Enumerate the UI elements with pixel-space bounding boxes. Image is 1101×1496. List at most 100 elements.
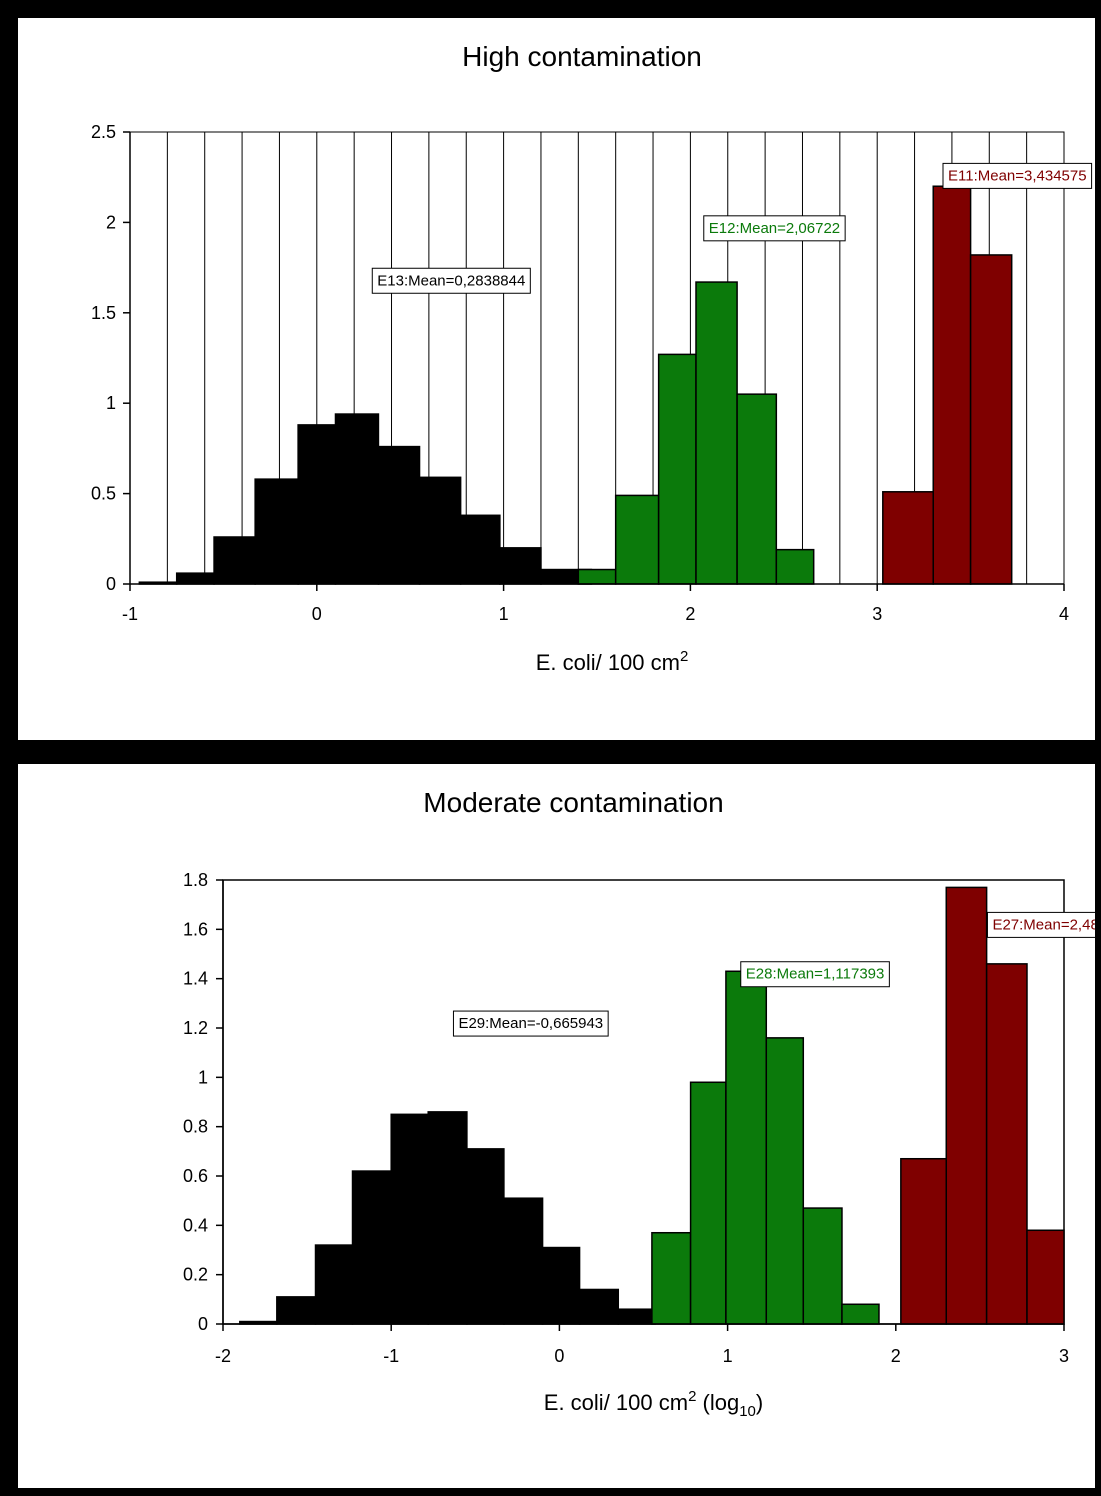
x-tick-label: 4 — [1059, 604, 1069, 624]
x-tick-label: 1 — [499, 604, 509, 624]
y-tick-label: 0.5 — [91, 484, 116, 504]
histogram-bar — [499, 547, 542, 585]
chart-moderate-contamination: Moderate contamination -2 -1 0 1 2 3 0 0.2 0.4 0.6… — [183, 787, 1095, 1420]
histogram-bar — [736, 393, 778, 585]
annotation-box — [452, 1010, 609, 1037]
histogram-bar — [459, 514, 501, 585]
series-e27 — [900, 886, 1065, 1325]
x-tick-label: 2 — [685, 604, 695, 624]
series-e11 — [882, 185, 1013, 585]
histogram-bar — [351, 1170, 392, 1325]
histogram-bar — [689, 1081, 727, 1325]
histogram-bar — [213, 536, 256, 585]
chart-title: High contamination — [462, 41, 702, 72]
histogram-bar — [775, 548, 815, 585]
histogram-bar — [254, 478, 299, 585]
histogram-bar — [1026, 1229, 1065, 1325]
histogram-bar — [466, 1148, 505, 1325]
annotation-box — [942, 162, 1093, 189]
annotation-text: E28:Mean=1,117393 — [746, 966, 885, 983]
chart-title: Moderate contamination — [423, 787, 723, 818]
histogram-bar — [841, 1303, 880, 1325]
x-tick-label: -1 — [383, 1346, 399, 1366]
series-e12 — [577, 281, 815, 585]
series-e28 — [651, 970, 880, 1325]
histogram-bar — [614, 494, 660, 585]
histogram-bar — [651, 1231, 692, 1325]
histogram-bar — [985, 963, 1028, 1325]
x-axis-label-main: E. coli/ 100 cm — [536, 650, 680, 675]
histogram-bar — [276, 1296, 317, 1325]
histogram-bar — [725, 970, 768, 1325]
x-tick-label: 2 — [891, 1346, 901, 1366]
histogram-bar — [175, 572, 215, 585]
histogram-bar — [695, 281, 738, 585]
y-tick-label: 0.8 — [183, 1117, 208, 1137]
y-tick-label: 1 — [106, 393, 116, 413]
y-tick-label: 0 — [198, 1314, 208, 1334]
annotation-box — [371, 267, 531, 294]
y-tick-label: 1.2 — [183, 1018, 208, 1038]
annotation-box — [986, 911, 1095, 938]
y-tick-label: 0.4 — [183, 1215, 208, 1235]
histogram-bar — [577, 568, 617, 585]
histogram-bar — [802, 1207, 843, 1325]
x-tick-label: 3 — [1059, 1346, 1069, 1366]
chart-panel-high: High contamination -1 0 1 2 3 4 0 0.5 1 1.5 2 2.5 E. … — [18, 18, 1095, 740]
y-tick-label: 2 — [106, 212, 116, 232]
histogram-bar — [765, 1037, 805, 1325]
x-tick-label: 0 — [554, 1346, 564, 1366]
y-tick-label: 2.5 — [91, 122, 116, 142]
x-axis-label-main: E. coli/ 100 cm — [544, 1390, 688, 1415]
annotation-e29: E29:Mean=-0,665943 — [452, 1010, 609, 1037]
chart-panel-moderate: Moderate contamination -2 -1 0 1 2 3 0 0.2 0.4 0.6… — [18, 764, 1095, 1488]
histogram-bar — [314, 1244, 354, 1325]
histogram-bar — [945, 886, 988, 1325]
y-tick-label: 1.6 — [183, 919, 208, 939]
annotation-text: E13:Mean=0,2838844 — [377, 272, 525, 289]
annotation-box — [740, 961, 890, 988]
annotation-e28: E28:Mean=1,117393 — [740, 961, 890, 988]
histogram-bar — [900, 1157, 948, 1325]
histogram-bar — [617, 1308, 657, 1325]
histogram-bar — [578, 1288, 620, 1325]
x-tick-label: -2 — [215, 1346, 231, 1366]
annotation-text: E27:Mean=2,484747 — [992, 916, 1095, 933]
y-tick-label: 0 — [106, 574, 116, 594]
annotation-box — [703, 215, 846, 242]
x-axis-label-sup: 2 — [688, 1388, 696, 1405]
x-axis-label-suffix: (log — [696, 1390, 739, 1415]
y-tick-label: 1.8 — [183, 870, 208, 890]
y-tick-label: 0.2 — [183, 1265, 208, 1285]
annotation-text: E12:Mean=2,06722 — [709, 220, 840, 237]
y-tick-label: 1 — [198, 1067, 208, 1087]
histogram-bar — [932, 185, 972, 585]
annotation-e13: E13:Mean=0,2838844 — [371, 267, 531, 294]
y-tick-label: 1.4 — [183, 969, 208, 989]
histogram-bar — [503, 1197, 544, 1325]
histogram-bar — [427, 1111, 468, 1325]
histogram-bar — [334, 413, 380, 585]
annotation-e27: E27:Mean=2,484747 — [986, 911, 1095, 938]
x-tick-label: 1 — [723, 1346, 733, 1366]
annotation-e12: E12:Mean=2,06722 — [703, 215, 846, 242]
annotation-text: E29:Mean=-0,665943 — [458, 1015, 603, 1032]
x-axis-label-sup: 2 — [680, 648, 688, 665]
histogram-bar — [377, 445, 421, 585]
histogram-bar — [390, 1113, 429, 1325]
histogram-bar — [882, 491, 934, 585]
chart-high-contamination: High contamination -1 0 1 2 3 4 0 0.5 1 1.5 2 2.5 E. … — [91, 41, 1093, 675]
x-tick-label: -1 — [122, 604, 138, 624]
x-axis-label-suffix-end: ) — [756, 1390, 763, 1415]
series-e29 — [239, 1111, 657, 1325]
annotation-text: E11:Mean=3,434575 — [948, 167, 1087, 184]
series-e13 — [138, 413, 593, 585]
histogram-bar — [418, 476, 462, 585]
histogram-bar — [541, 1246, 581, 1325]
x-axis-label: E. coli/ 100 cm2 (log10) — [544, 1388, 763, 1420]
y-tick-label: 0.6 — [183, 1166, 208, 1186]
histogram-bar — [969, 254, 1013, 585]
x-tick-label: 3 — [872, 604, 882, 624]
histogram-bar — [657, 353, 697, 585]
histogram-bar — [297, 424, 337, 585]
